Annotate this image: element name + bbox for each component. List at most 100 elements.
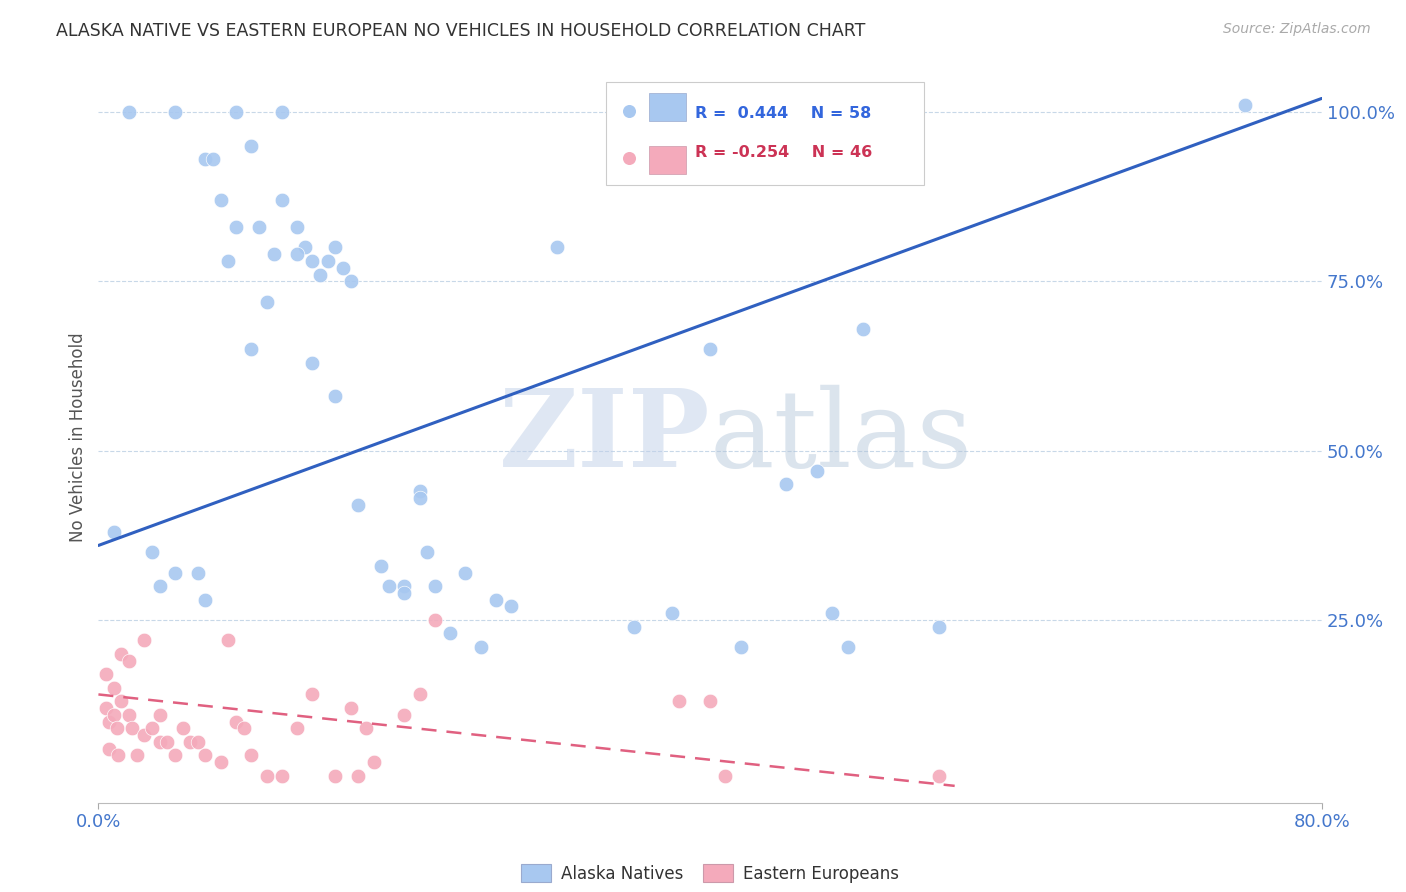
Point [454,566,477,580]
Point [240,342,263,356]
Text: R =  0.444    N = 58: R = 0.444 N = 58 [696,106,872,121]
Point [928,769,950,783]
Point [309,268,332,282]
Point [332,260,354,275]
Point [668,694,690,708]
Point [928,620,950,634]
Point [172,721,194,735]
Point [392,586,416,600]
Point [232,721,254,735]
Point [339,701,361,715]
Point [699,694,721,708]
Point [661,606,683,620]
Point [194,748,217,763]
Point [105,721,128,735]
Point [149,579,172,593]
Point [118,105,141,120]
Point [363,755,385,769]
Point [103,707,125,722]
Point [325,240,347,254]
Point [285,220,308,235]
Point [94,667,117,681]
Point [194,592,217,607]
Point [270,769,292,783]
Point [217,254,239,268]
Point [163,566,186,580]
Point [156,735,179,749]
Point [408,491,430,505]
Point [270,105,292,120]
Point [837,640,859,654]
Text: atlas: atlas [710,384,973,490]
Text: ALASKA NATIVE VS EASTERN EUROPEAN NO VEHICLES IN HOUSEHOLD CORRELATION CHART: ALASKA NATIVE VS EASTERN EUROPEAN NO VEH… [56,22,866,40]
Point [316,254,339,268]
Point [134,728,156,742]
Point [439,626,461,640]
Point [699,342,721,356]
Point [98,741,121,756]
Text: ZIP: ZIP [499,384,710,490]
Point [546,240,568,254]
Point [110,694,132,708]
Point [294,240,316,254]
Legend: Alaska Natives, Eastern Europeans: Alaska Natives, Eastern Europeans [515,857,905,889]
Point [285,721,308,735]
Point [149,707,172,722]
Point [256,769,278,783]
Point [347,498,370,512]
Point [163,105,186,120]
Point [325,389,347,403]
Text: Source: ZipAtlas.com: Source: ZipAtlas.com [1223,22,1371,37]
Point [775,477,797,491]
Point [392,707,416,722]
Point [301,688,323,702]
Point [179,735,201,749]
Point [110,647,132,661]
Point [240,748,263,763]
Point [408,688,430,702]
Point [751,142,773,156]
Point [806,464,828,478]
Point [240,139,263,153]
Point [423,613,446,627]
Point [852,322,875,336]
Point [354,721,377,735]
Point [730,640,752,654]
Point [217,633,239,648]
Point [751,185,773,199]
Point [103,524,125,539]
Point [256,294,278,309]
Point [392,579,416,593]
Point [263,247,285,261]
Point [821,606,844,620]
Point [416,545,439,559]
Point [378,579,401,593]
Point [187,735,209,749]
Point [339,274,361,288]
Point [370,558,392,573]
Point [202,153,225,167]
Point [408,484,430,499]
Point [247,220,270,235]
Point [301,355,323,369]
Point [485,592,508,607]
Point [209,755,232,769]
Point [325,769,347,783]
Point [225,105,247,120]
Point [163,748,186,763]
Point [107,748,129,763]
Point [225,220,247,235]
Point [98,714,121,729]
Point [225,714,247,729]
Point [285,247,308,261]
Point [470,640,492,654]
Point [194,153,217,167]
Point [347,769,370,783]
Point [118,654,141,668]
Point [94,701,117,715]
Point [623,620,645,634]
Point [141,545,163,559]
Point [118,707,141,722]
Text: R = -0.254    N = 46: R = -0.254 N = 46 [696,145,873,160]
Point [714,769,737,783]
